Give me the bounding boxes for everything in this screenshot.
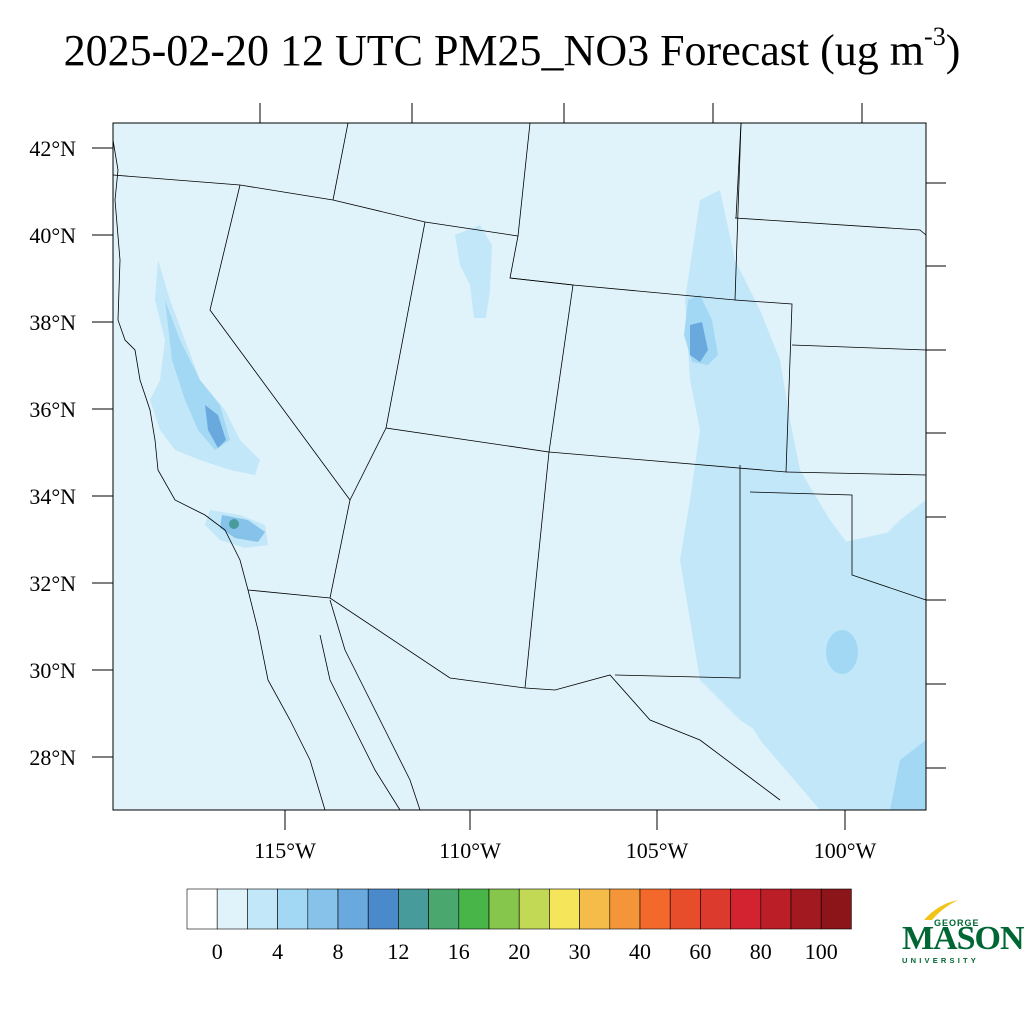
colorbar-swatch — [669, 888, 701, 930]
colorbar-swatch — [700, 888, 731, 930]
oregon-border — [112, 174, 334, 201]
colorbar-swatch — [549, 888, 580, 930]
utah-area — [455, 225, 492, 318]
texas-patch — [826, 630, 858, 674]
gulf-edge-area — [890, 740, 926, 810]
lat-label: 40°N — [29, 223, 76, 248]
baja-coast — [247, 589, 326, 811]
colorbar-swatch — [820, 888, 852, 930]
boundaries — [112, 122, 927, 811]
latitude-labels: 42°N 40°N 38°N 36°N 34°N 32°N 30°N 28°N — [29, 136, 76, 770]
colorbar-label: 4 — [272, 939, 283, 964]
colorbar-swatch — [307, 888, 339, 930]
colorbar-swatch — [337, 888, 369, 930]
lat-label: 28°N — [29, 745, 76, 770]
colorbar-swatch — [609, 888, 641, 930]
longitude-labels: 115°W 110°W 105°W 100°W — [254, 838, 876, 863]
logo-swoosh-icon — [924, 900, 958, 920]
lat-label: 36°N — [29, 397, 76, 422]
colorbar-swatch — [367, 888, 399, 930]
oklahoma-border — [749, 491, 927, 601]
wyoming-border — [509, 122, 742, 301]
california-valley-area — [150, 260, 260, 475]
colorbar-label: 40 — [629, 939, 651, 964]
lat-label: 42°N — [29, 136, 76, 161]
colorbar-swatch — [790, 888, 822, 930]
map-title-close: ) — [945, 26, 961, 75]
colorbar-swatch — [730, 888, 762, 930]
map-title: 2025-02-20 12 UTC PM25_NO3 Forecast (ug … — [0, 24, 1024, 73]
idaho-border — [332, 122, 531, 237]
nebraska-border — [734, 217, 927, 236]
colorbar-swatch — [398, 888, 429, 930]
colorbar-label: 60 — [689, 939, 711, 964]
california-coast — [112, 139, 249, 591]
colorbar-label: 80 — [750, 939, 772, 964]
colorbar-label: 100 — [805, 939, 838, 964]
colorbar-label: 20 — [508, 939, 530, 964]
colorbar-swatch — [186, 888, 218, 930]
colorbar-swatch — [488, 888, 520, 930]
la-peak — [229, 519, 239, 529]
denver-high — [690, 322, 708, 362]
colorbar-swatch — [458, 888, 490, 930]
logo-bottom-text: UNIVERSITY — [902, 956, 980, 965]
utah-border — [385, 221, 574, 453]
lon-label: 110°W — [439, 838, 501, 863]
lon-label: 105°W — [626, 838, 689, 863]
colorbar-swatch — [216, 888, 248, 930]
south-dakota-border — [735, 122, 742, 219]
lat-label: 32°N — [29, 571, 76, 596]
colorbar-swatch — [277, 888, 309, 930]
gulf-of-california — [319, 599, 421, 811]
colorbar-label: 8 — [333, 939, 344, 964]
colorbar-label: 16 — [448, 939, 470, 964]
colorbar-swatch — [579, 888, 611, 930]
map-title-exponent: -3 — [924, 22, 946, 51]
arizona-border — [329, 427, 387, 599]
colorbar: 0 4 8 12 16 20 30 40 60 80 100 — [186, 888, 852, 964]
colorbar-swatch — [760, 888, 792, 930]
colorbar-label: 12 — [387, 939, 409, 964]
colorado-border — [548, 299, 793, 473]
new-mexico-border — [524, 451, 741, 689]
map-ticks — [92, 103, 946, 830]
map-title-text: 2025-02-20 12 UTC PM25_NO3 Forecast (ug … — [63, 26, 925, 75]
kansas-border — [785, 344, 927, 476]
lon-label: 115°W — [254, 838, 316, 863]
colorbar-swatch — [639, 888, 671, 930]
lat-label: 30°N — [29, 658, 76, 683]
colorbar-label: 0 — [212, 939, 223, 964]
concentration-field — [113, 123, 926, 810]
colorbar-swatch — [518, 888, 550, 930]
lon-label: 100°W — [814, 838, 877, 863]
texas-concentration-area — [730, 530, 926, 810]
plot-frame — [112, 122, 927, 811]
lat-label: 34°N — [29, 484, 76, 509]
colorbar-label: 30 — [569, 939, 591, 964]
nevada-border — [209, 184, 351, 501]
logo-top-text: GEORGE — [934, 918, 980, 928]
lat-label: 38°N — [29, 310, 76, 335]
colorbar-swatch — [428, 888, 460, 930]
gmu-logo: GEORGE MASON UNIVERSITY — [898, 898, 1024, 968]
valley-high — [205, 405, 226, 448]
colorbar-swatch — [247, 888, 278, 930]
mexico-border — [247, 589, 781, 801]
logo-main-text: MASON — [902, 920, 1024, 957]
